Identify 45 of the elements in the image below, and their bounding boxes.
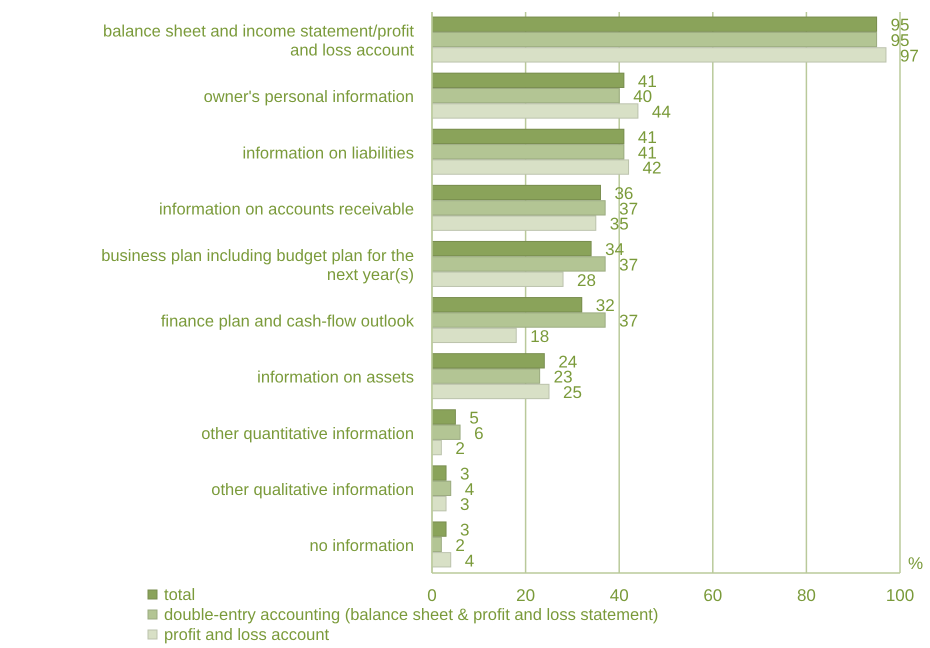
y-tick-label: balance sheet and income statement/profit and loss account	[103, 22, 414, 60]
y-tick-label: information on liabilities	[242, 144, 414, 162]
data-label: 44	[652, 102, 671, 122]
y-tick-label: information on assets	[257, 368, 414, 387]
bar	[432, 128, 624, 144]
data-label: 32	[596, 296, 615, 316]
bar	[432, 409, 456, 425]
x-tick-label: 60	[703, 586, 722, 605]
x-tick-label: 0	[427, 586, 437, 605]
x-tick-label: 100	[886, 586, 914, 605]
y-tick-label: other qualitative information	[211, 480, 414, 499]
bar	[432, 353, 545, 368]
bar	[432, 16, 878, 32]
bar	[432, 297, 582, 312]
bar	[432, 103, 638, 119]
legend-label: total	[164, 586, 196, 604]
y-tick-label: business plan including budget plan for the next year(s)	[101, 246, 414, 284]
bar	[432, 328, 517, 344]
bar	[432, 47, 886, 63]
bar	[432, 272, 564, 287]
bar	[432, 159, 630, 175]
data-label: 28	[577, 270, 596, 290]
bar	[432, 521, 447, 537]
bar	[432, 216, 596, 231]
legend-label: double-entry accounting (balance sheet & profit and loss statement)	[164, 606, 658, 624]
bar	[432, 184, 601, 200]
x-axis-title: %	[908, 554, 924, 573]
data-label: 18	[530, 326, 550, 346]
bar	[432, 384, 550, 400]
x-tick-label: 40	[610, 586, 629, 605]
bar	[432, 496, 447, 512]
legend-label: profit and loss account	[164, 626, 330, 644]
x-tick-label: 80	[796, 586, 816, 605]
bar	[432, 240, 592, 256]
y-tick-label: no information	[309, 536, 414, 555]
bar	[432, 552, 452, 568]
y-tick-label: information on accounts receivable	[159, 200, 414, 218]
bar	[432, 72, 624, 88]
data-label: 4	[464, 551, 474, 570]
data-label: 2	[455, 439, 465, 458]
data-label: 37	[619, 312, 638, 331]
x-tick-label: 20	[516, 586, 536, 605]
y-tick-label: finance plan and cash-flow outlook	[160, 312, 415, 331]
y-tick-label: other quantitative information	[201, 424, 414, 443]
y-tick-label: owner's personal information	[204, 88, 414, 106]
